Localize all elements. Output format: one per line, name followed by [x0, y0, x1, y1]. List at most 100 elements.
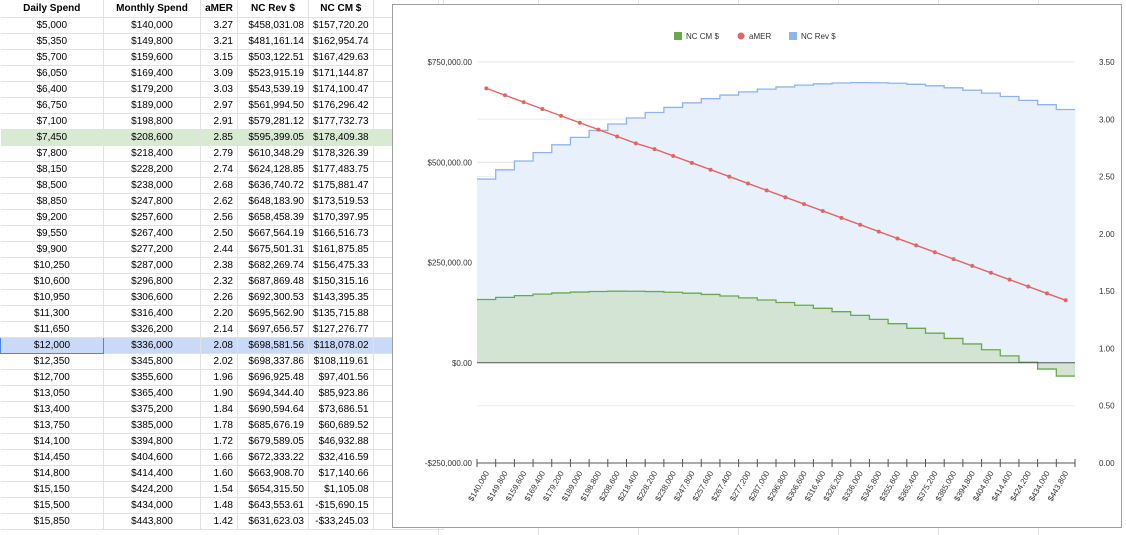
table-cell[interactable]: $345,800: [103, 353, 201, 370]
table-cell[interactable]: $8,500: [0, 177, 104, 194]
table-cell[interactable]: $698,581.56: [237, 337, 309, 354]
table-cell[interactable]: $404,600: [103, 449, 201, 466]
table-cell[interactable]: $46,932.88: [308, 433, 374, 450]
table-cell[interactable]: $135,715.88: [308, 305, 374, 322]
table-cell[interactable]: $7,450: [0, 129, 104, 146]
column-header[interactable]: Daily Spend: [0, 0, 104, 18]
table-cell[interactable]: $15,500: [0, 497, 104, 514]
table-cell[interactable]: $624,128.85: [237, 161, 309, 178]
table-cell[interactable]: 2.32: [200, 273, 238, 290]
column-header[interactable]: Monthly Spend: [103, 0, 201, 18]
table-cell[interactable]: 3.15: [200, 49, 238, 66]
column-header[interactable]: aMER: [200, 0, 238, 18]
table-cell[interactable]: $424,200: [103, 481, 201, 498]
table-cell[interactable]: $12,350: [0, 353, 104, 370]
table-cell[interactable]: $15,850: [0, 513, 104, 530]
table-cell[interactable]: $658,458.39: [237, 209, 309, 226]
table-cell[interactable]: $189,000: [103, 97, 201, 114]
table-cell[interactable]: $162,954.74: [308, 33, 374, 50]
table-cell[interactable]: $654,315.50: [237, 481, 309, 498]
table-cell[interactable]: $687,869.48: [237, 273, 309, 290]
table-cell[interactable]: $277,200: [103, 241, 201, 258]
table-cell[interactable]: $631,623.03: [237, 513, 309, 530]
table-cell[interactable]: 2.79: [200, 145, 238, 162]
table-cell[interactable]: 2.26: [200, 289, 238, 306]
table-cell[interactable]: 1.42: [200, 513, 238, 530]
table-cell[interactable]: $150,315.16: [308, 273, 374, 290]
table-cell[interactable]: $9,900: [0, 241, 104, 258]
table-cell[interactable]: $10,250: [0, 257, 104, 274]
table-cell[interactable]: $171,144.87: [308, 65, 374, 82]
table-cell[interactable]: $208,600: [103, 129, 201, 146]
table-cell[interactable]: $458,031.08: [237, 17, 309, 34]
table-cell[interactable]: 2.14: [200, 321, 238, 338]
table-cell[interactable]: $375,200: [103, 401, 201, 418]
table-cell[interactable]: $108,119.61: [308, 353, 374, 370]
table-cell[interactable]: 1.72: [200, 433, 238, 450]
table-cell[interactable]: $690,594.64: [237, 401, 309, 418]
table-cell[interactable]: $178,409.38: [308, 129, 374, 146]
table-cell[interactable]: $543,539.19: [237, 81, 309, 98]
table-cell[interactable]: $32,416.59: [308, 449, 374, 466]
table-cell[interactable]: $156,475.33: [308, 257, 374, 274]
table-cell[interactable]: 3.03: [200, 81, 238, 98]
table-cell[interactable]: $8,850: [0, 193, 104, 210]
table-cell[interactable]: $175,881.47: [308, 177, 374, 194]
table-cell[interactable]: $306,600: [103, 289, 201, 306]
table-cell[interactable]: 2.74: [200, 161, 238, 178]
table-cell[interactable]: $85,923.86: [308, 385, 374, 402]
table-cell[interactable]: $561,994.50: [237, 97, 309, 114]
table-cell[interactable]: $179,200: [103, 81, 201, 98]
table-cell[interactable]: 1.90: [200, 385, 238, 402]
table-cell[interactable]: $228,200: [103, 161, 201, 178]
table-cell[interactable]: $9,200: [0, 209, 104, 226]
table-cell[interactable]: $159,600: [103, 49, 201, 66]
table-cell[interactable]: $394,800: [103, 433, 201, 450]
table-cell[interactable]: $6,050: [0, 65, 104, 82]
table-cell[interactable]: $667,564.19: [237, 225, 309, 242]
table-cell[interactable]: $481,161.14: [237, 33, 309, 50]
table-cell[interactable]: $695,562.90: [237, 305, 309, 322]
table-cell[interactable]: $365,400: [103, 385, 201, 402]
table-cell[interactable]: 1.54: [200, 481, 238, 498]
table-cell[interactable]: $178,326.39: [308, 145, 374, 162]
table-cell[interactable]: 2.56: [200, 209, 238, 226]
table-cell[interactable]: $6,400: [0, 81, 104, 98]
table-cell[interactable]: $127,276.77: [308, 321, 374, 338]
table-cell[interactable]: $247,800: [103, 193, 201, 210]
table-cell[interactable]: $696,925.48: [237, 369, 309, 386]
table-cell[interactable]: $176,296.42: [308, 97, 374, 114]
table-cell[interactable]: $13,050: [0, 385, 104, 402]
table-cell[interactable]: $97,401.56: [308, 369, 374, 386]
table-cell[interactable]: 2.44: [200, 241, 238, 258]
table-cell[interactable]: $316,400: [103, 305, 201, 322]
table-cell[interactable]: $672,333.22: [237, 449, 309, 466]
table-cell[interactable]: $355,600: [103, 369, 201, 386]
table-cell[interactable]: 2.08: [200, 337, 238, 354]
table-cell[interactable]: 2.85: [200, 129, 238, 146]
table-cell[interactable]: $648,183.90: [237, 193, 309, 210]
table-cell[interactable]: 1.78: [200, 417, 238, 434]
table-cell[interactable]: $643,553.61: [237, 497, 309, 514]
table-cell[interactable]: $167,429.63: [308, 49, 374, 66]
table-cell[interactable]: $17,140.66: [308, 465, 374, 482]
table-cell[interactable]: 1.48: [200, 497, 238, 514]
column-header[interactable]: NC CM $: [308, 0, 374, 18]
table-cell[interactable]: $8,150: [0, 161, 104, 178]
table-cell[interactable]: $238,000: [103, 177, 201, 194]
table-cell[interactable]: $685,676.19: [237, 417, 309, 434]
table-cell[interactable]: $579,281.12: [237, 113, 309, 130]
table-cell[interactable]: $13,400: [0, 401, 104, 418]
table-cell[interactable]: 2.97: [200, 97, 238, 114]
table-cell[interactable]: $692,300.53: [237, 289, 309, 306]
table-cell[interactable]: 2.68: [200, 177, 238, 194]
table-cell[interactable]: $198,800: [103, 113, 201, 130]
table-cell[interactable]: $161,875.85: [308, 241, 374, 258]
table-cell[interactable]: $14,800: [0, 465, 104, 482]
table-cell[interactable]: $503,122.51: [237, 49, 309, 66]
table-cell[interactable]: 3.27: [200, 17, 238, 34]
table-cell[interactable]: $523,915.19: [237, 65, 309, 82]
table-cell[interactable]: $173,519.53: [308, 193, 374, 210]
table-cell[interactable]: -$33,245.03: [308, 513, 374, 530]
table-cell[interactable]: $326,200: [103, 321, 201, 338]
